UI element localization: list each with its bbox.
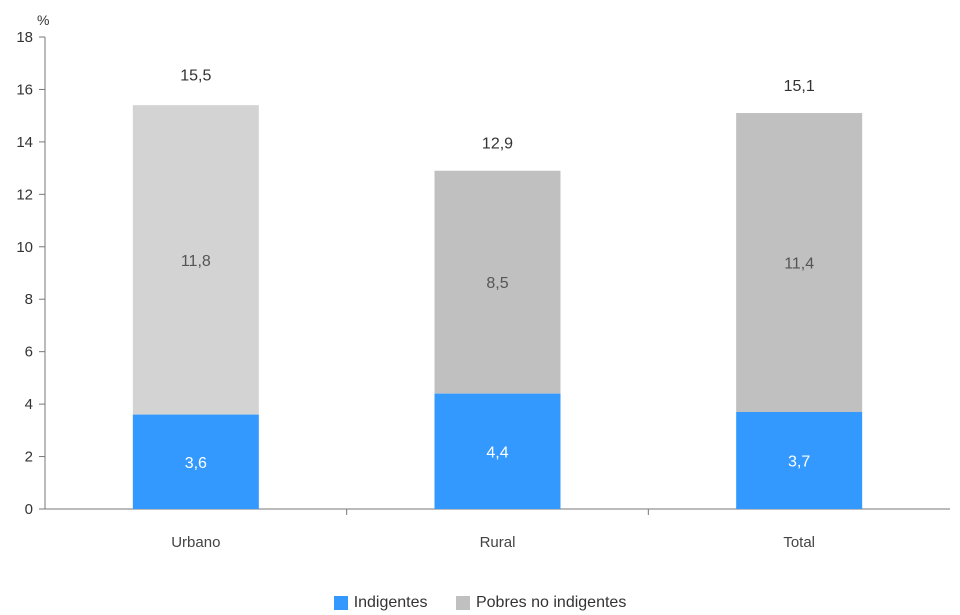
x-category-label: Urbano (171, 534, 220, 551)
y-tick-label: 4 (25, 396, 33, 413)
y-axis-unit-label: % (37, 12, 49, 28)
y-tick-label: 8 (25, 291, 33, 308)
data-label-pobres: 11,8 (181, 253, 211, 270)
y-tick-label: 10 (16, 239, 33, 256)
data-label-indigentes: 3,6 (185, 455, 207, 472)
y-tick-label: 12 (16, 186, 33, 203)
y-tick-label: 16 (16, 81, 33, 98)
legend-swatch-pobres (455, 596, 470, 610)
data-label-pobres: 8,5 (486, 275, 508, 292)
data-label-total: 15,1 (784, 78, 815, 95)
legend-label-indigentes: Indigentes (353, 594, 428, 611)
bar-segment-indigentes (434, 393, 561, 509)
y-tick-label: 2 (25, 449, 33, 466)
y-tick-label: 0 (25, 501, 33, 518)
bar-segment-pobres-no-indigentes (434, 170, 561, 394)
y-tick-label: 14 (16, 134, 33, 151)
data-label-indigentes: 4,4 (486, 444, 508, 461)
y-tick-label: 18 (16, 29, 33, 46)
data-label-total: 15,5 (180, 68, 211, 85)
legend-swatch-indigentes (333, 596, 348, 610)
x-category-label: Total (783, 534, 815, 551)
data-label-total: 12,9 (482, 136, 513, 153)
data-label-indigentes: 3,7 (788, 453, 810, 470)
legend-label-pobres: Pobres no indigentes (475, 594, 627, 611)
legend: Indigentes Pobres no indigentes (0, 594, 960, 615)
x-category-label: Rural (480, 534, 516, 551)
y-tick-label: 6 (25, 344, 33, 361)
bar-segment-pobres-no-indigentes (132, 105, 259, 415)
legend-item-indigentes: Indigentes (333, 594, 428, 612)
legend-item-pobres: Pobres no indigentes (455, 594, 627, 612)
data-label-pobres: 11,4 (784, 256, 814, 273)
bar-segment-pobres-no-indigentes (736, 113, 863, 412)
bar-segment-indigentes (736, 411, 863, 509)
stacked-bar-chart: 0 2 4 6 8 10 12 14 16 18% 11,8 3,6 15,5 Urbano 8,5 4,4 1… (16, 12, 950, 551)
bar-segment-indigentes (132, 414, 259, 509)
